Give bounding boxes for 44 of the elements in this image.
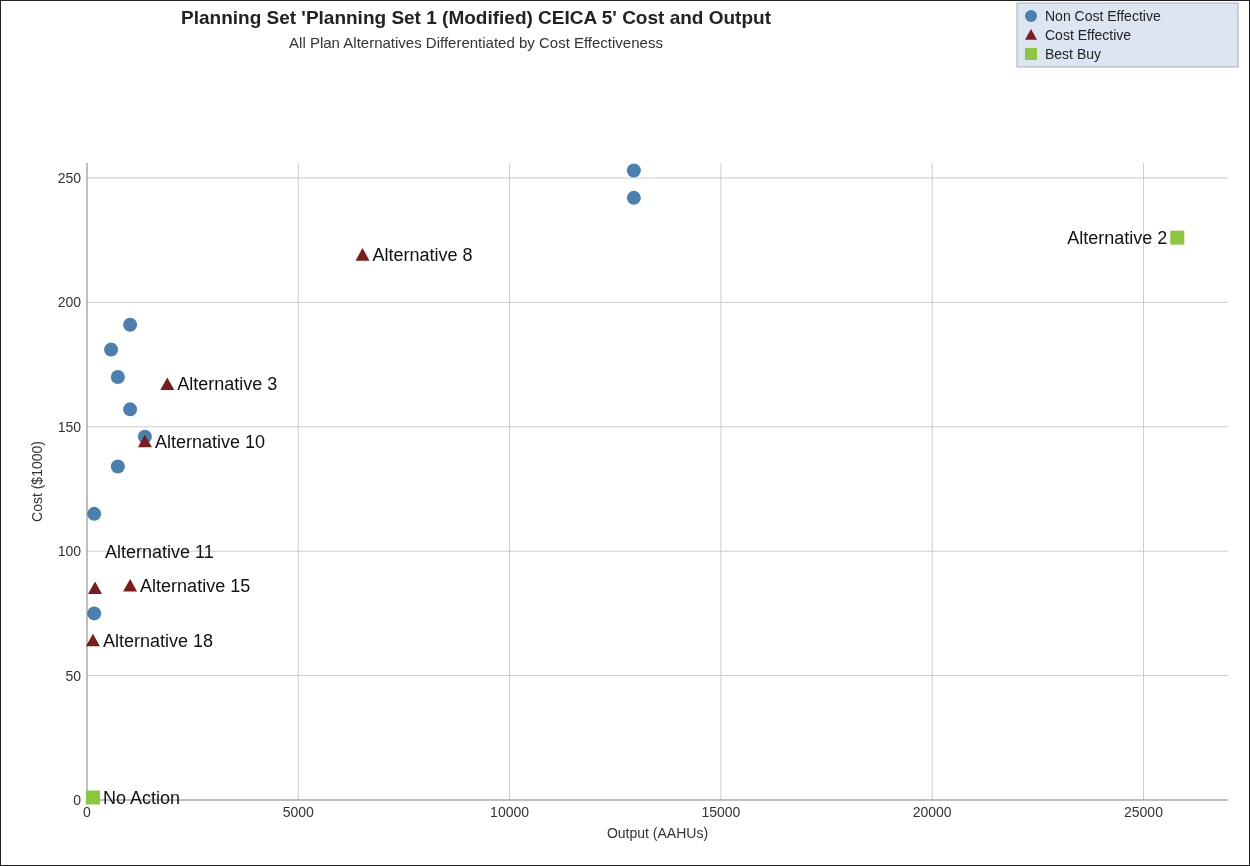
x-tick-label: 15000 — [701, 804, 741, 820]
point — [626, 190, 641, 205]
x-tick-label: 20000 — [912, 804, 952, 820]
legend-label: Cost Effective — [1045, 27, 1132, 43]
annotation: Alternative 3 — [177, 374, 278, 395]
chart-title: Planning Set 'Planning Set 1 (Modified) CEICA 5' Cost and Output — [181, 7, 772, 28]
point — [87, 506, 102, 521]
point — [110, 369, 125, 384]
point — [123, 402, 138, 417]
y-tick-label: 0 — [73, 792, 82, 808]
y-tick-label: 250 — [57, 169, 82, 186]
x-tick-label: 10000 — [490, 804, 530, 820]
annotation: Alternative 15 — [140, 576, 251, 597]
point — [104, 342, 119, 357]
point — [355, 248, 370, 261]
annotation: Alternative 10 — [154, 431, 265, 452]
x-tick-label: 0 — [83, 804, 92, 820]
point — [123, 317, 138, 332]
x-axis-title: Output (AAHUs) — [606, 825, 709, 841]
point — [626, 163, 641, 178]
point — [88, 581, 103, 595]
point — [160, 377, 175, 391]
chart-subtitle: All Plan Alternatives Differentiated by Cost Effectiveness — [289, 34, 663, 51]
y-tick-label: 50 — [65, 667, 82, 684]
point — [110, 459, 125, 474]
legend-label: Best Buy — [1045, 46, 1102, 62]
annotation: Alternative 18 — [102, 630, 213, 651]
annotation: No Action — [102, 787, 180, 808]
y-axis-title: Cost ($1000) — [29, 441, 45, 522]
annotation: Alternative 2 — [1067, 227, 1168, 248]
point — [85, 633, 100, 647]
y-tick-label: 200 — [57, 294, 82, 311]
x-tick-label: 5000 — [282, 804, 315, 820]
point — [137, 434, 152, 448]
point — [87, 606, 102, 621]
legend-label: Non Cost Effective — [1045, 8, 1161, 24]
point — [85, 790, 100, 805]
annotation: Alternative 8 — [372, 245, 473, 266]
x-tick-label: 25000 — [1124, 804, 1164, 820]
point — [123, 579, 138, 592]
annotation: Alternative 11 — [105, 542, 214, 563]
y-tick-label: 100 — [57, 543, 82, 560]
point — [1170, 230, 1185, 245]
y-tick-label: 150 — [57, 418, 82, 435]
